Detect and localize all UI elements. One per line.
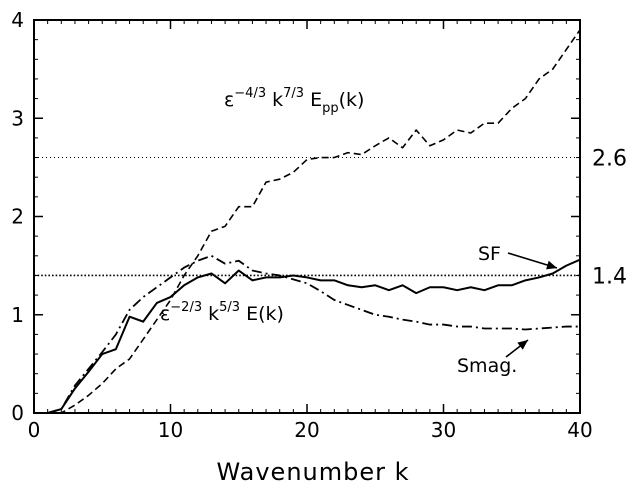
x-tick-label: 0 (28, 418, 41, 442)
x-tick-label: 40 (567, 418, 592, 442)
x-axis-title: Wavenumber k (216, 458, 409, 486)
sf-arrow-head (546, 260, 557, 270)
y-tick-label: 3 (11, 106, 24, 130)
epp-e: E (304, 89, 322, 111)
epp-curve-annotation: ε−4/3 k7/3 Epp(k) (224, 86, 364, 116)
axis-ticks (33, 19, 581, 414)
epp-k-exp: 7/3 (283, 86, 304, 101)
e-k: k (202, 303, 219, 325)
x-tick-label: 20 (294, 418, 319, 442)
smag-arrow-head (517, 340, 528, 350)
smag-annotation: Smag. (457, 355, 517, 377)
y-tick-label: 2 (11, 205, 24, 229)
x-tick-label: 30 (431, 418, 456, 442)
e-ek: E(k) (240, 303, 284, 325)
series-line-dashed (47, 29, 581, 414)
epp-arg: (k) (339, 89, 365, 111)
y-tick-label: 4 (11, 8, 24, 32)
epp-eps-exp: −4/3 (234, 86, 266, 101)
e-eps-exp: −2/3 (170, 300, 202, 315)
epp-k: k (266, 89, 283, 111)
reference-line-label: 1.4 (592, 264, 627, 289)
series-line-sf (47, 258, 581, 414)
sf-annotation: SF (478, 243, 501, 265)
series-lines (47, 29, 581, 414)
epp-eps: ε (224, 89, 234, 111)
x-tick-label: 10 (158, 418, 183, 442)
y-tick-label: 0 (11, 401, 24, 425)
epp-sub: pp (322, 101, 339, 116)
e-curve-annotation: ε−2/3 k5/3 E(k) (160, 300, 284, 325)
e-k-exp: 5/3 (219, 300, 240, 315)
e-eps: ε (160, 303, 170, 325)
annotation-arrows (505, 252, 558, 358)
series-line-smag (47, 254, 580, 414)
reference-line-label: 2.6 (592, 147, 627, 172)
reference-lines: 2.6 1.4 (34, 147, 627, 289)
tick-labels: 0 10 20 30 40 0 1 2 3 4 (11, 8, 592, 442)
y-tick-label: 1 (11, 303, 24, 327)
